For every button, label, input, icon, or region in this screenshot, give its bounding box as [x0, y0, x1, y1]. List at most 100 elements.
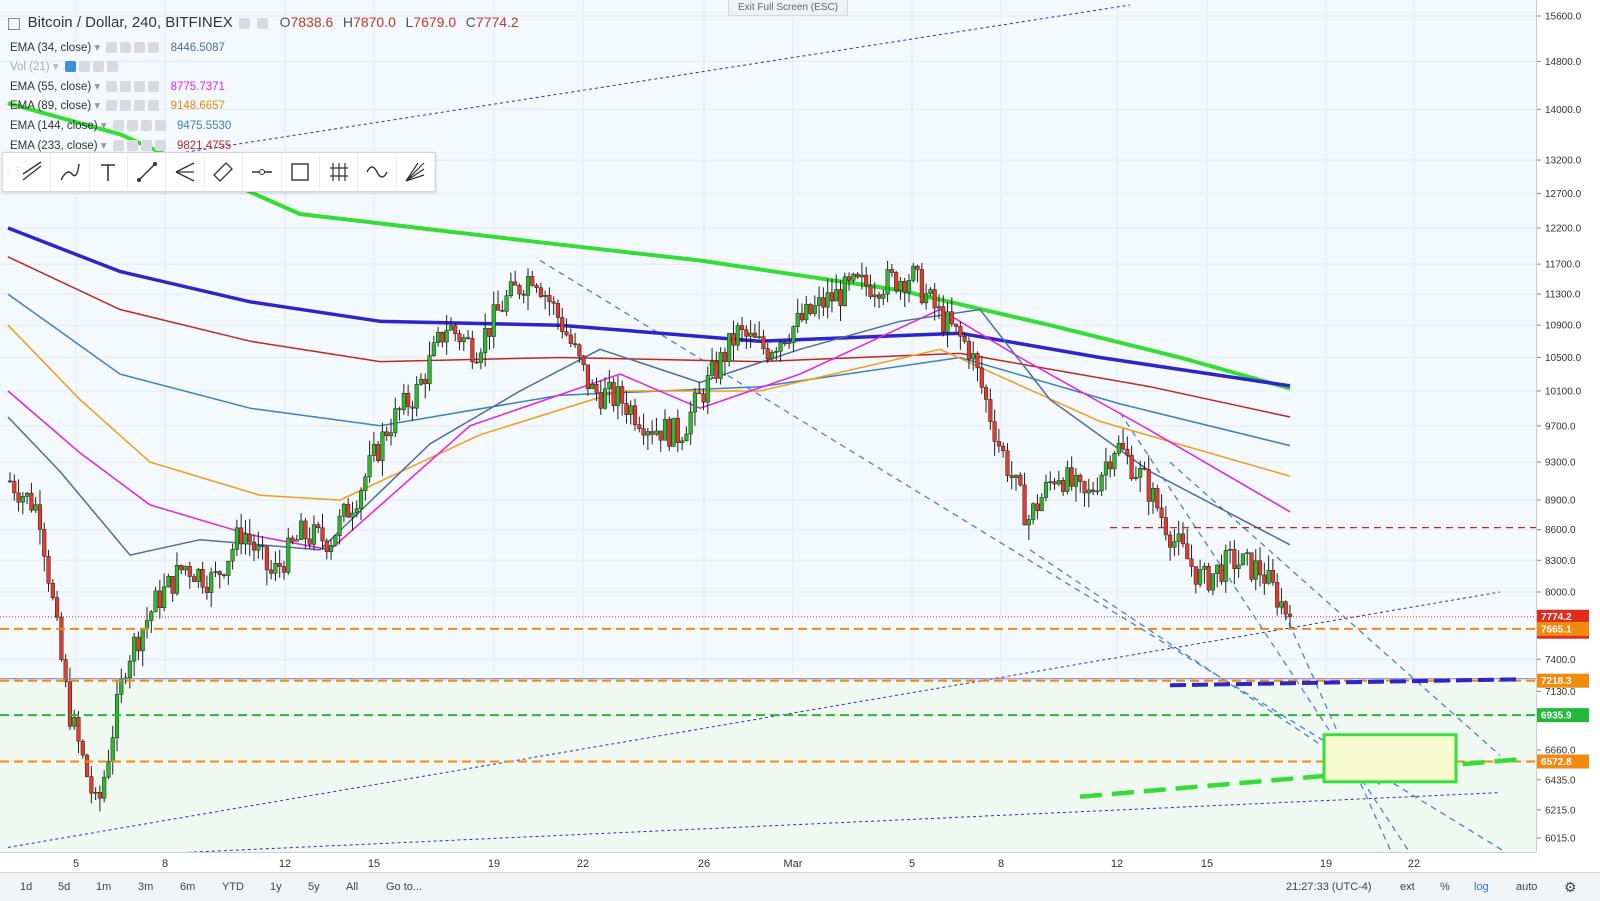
chevron-down-icon[interactable]: ▾ [52, 61, 59, 73]
close-icon[interactable] [148, 100, 160, 112]
log-toggle[interactable]: log [1474, 881, 1489, 893]
eye-icon[interactable] [106, 42, 118, 54]
chart-area[interactable] [0, 0, 1536, 862]
goto-button[interactable]: Go to... [386, 881, 423, 893]
price-scale[interactable]: 15600.0 14800.0 14000.0 13200.0 12700.0 12200… [1536, 0, 1600, 852]
candle-body [76, 717, 81, 742]
candle-body [1043, 481, 1049, 498]
candle-body [752, 332, 757, 338]
settings-icon[interactable] [256, 18, 268, 30]
auto-toggle[interactable]: auto [1516, 881, 1538, 893]
eye-icon[interactable] [112, 120, 124, 132]
indicator-vol[interactable]: Vol (21) ▾ [10, 59, 118, 73]
indicator-ema34[interactable]: EMA (34, close) ▾ 8446.5087 [10, 40, 225, 54]
candle-body [1210, 573, 1215, 591]
collapse-icon[interactable] [8, 17, 20, 30]
candle-body [979, 367, 984, 388]
close-icon[interactable] [148, 42, 160, 54]
close-icon[interactable] [148, 81, 160, 93]
drag-handle-icon[interactable]: ⋮⋮ [3, 166, 23, 177]
price-badge [1537, 609, 1589, 624]
brush-icon[interactable] [51, 153, 90, 191]
chevron-down-icon[interactable]: ▾ [94, 42, 101, 54]
plus-icon[interactable] [140, 120, 152, 132]
candle-body [748, 332, 753, 337]
gear-icon[interactable]: ⚙ [1564, 879, 1577, 895]
candle-body [290, 537, 295, 542]
plus-icon[interactable] [134, 100, 146, 112]
time-tick-label: 15 [368, 858, 380, 870]
indicator-ema233[interactable]: EMA (233, close) ▾ 9821.4755 [10, 138, 231, 152]
fib-icon[interactable] [320, 153, 359, 191]
pitchfork-icon[interactable] [166, 153, 205, 191]
chevron-down-icon[interactable]: ▾ [94, 81, 101, 93]
candle-body [1108, 461, 1113, 470]
trend-line-icon[interactable] [13, 153, 52, 191]
settings-icon[interactable] [120, 100, 132, 112]
candle-body [1052, 481, 1057, 485]
range-1y[interactable]: 1y [270, 881, 282, 893]
settings-icon[interactable] [120, 81, 132, 93]
indicator-ema89[interactable]: EMA (89, close) ▾ 9148.6657 [10, 98, 225, 112]
indicator-value: 8775.7371 [170, 81, 225, 93]
chevron-down-icon[interactable]: ▾ [100, 120, 107, 132]
price-tick-label: 12200.0 [1545, 224, 1582, 235]
box-icon[interactable] [282, 153, 320, 191]
plus-icon[interactable] [134, 81, 146, 93]
ray-icon[interactable] [243, 153, 282, 191]
close-icon[interactable] [106, 61, 118, 73]
range-ytd[interactable]: YTD [222, 881, 244, 893]
rectangle-pattern-icon[interactable] [205, 153, 244, 191]
candle-body [675, 417, 680, 443]
candle-body [436, 332, 441, 343]
eye-icon[interactable] [106, 100, 118, 112]
close-icon[interactable] [154, 120, 166, 132]
chevron-down-icon[interactable]: ▾ [94, 100, 101, 112]
candle-body [294, 539, 299, 542]
candle-body [384, 431, 389, 437]
indicator-ema144[interactable]: EMA (144, close) ▾ 9475.5530 [10, 118, 231, 132]
plus-icon[interactable] [140, 140, 152, 152]
settings-icon[interactable] [120, 42, 132, 54]
candle-body [230, 549, 235, 562]
price-chart[interactable] [0, 0, 1536, 862]
close-icon[interactable] [154, 140, 166, 152]
fan-icon[interactable] [397, 153, 435, 191]
plus-icon[interactable] [92, 61, 104, 73]
ohlc-low: 7679.0 [413, 14, 457, 30]
settings-icon[interactable] [78, 61, 90, 73]
candle-body [508, 281, 513, 296]
settings-icon[interactable] [126, 140, 138, 152]
eye-icon[interactable] [106, 81, 118, 93]
range-6m[interactable]: 6m [180, 881, 196, 893]
line-icon[interactable] [128, 153, 167, 191]
candle-body [1142, 467, 1147, 470]
plus-icon[interactable] [134, 42, 146, 54]
range-5y[interactable]: 5y [308, 881, 320, 893]
candle-body [603, 388, 608, 409]
eye-icon[interactable] [112, 140, 124, 152]
percent-toggle[interactable]: % [1440, 881, 1450, 893]
time-axis[interactable]: 5 8 12 15 19 22 26 Mar 5 8 12 15 19 22 [0, 852, 1536, 873]
eye-icon[interactable] [239, 18, 251, 30]
ext-toggle[interactable]: ext [1400, 881, 1415, 893]
exit-fullscreen-button[interactable]: Exit Full Screen (ESC) [728, 0, 848, 16]
wave-icon[interactable] [358, 153, 397, 191]
range-5d[interactable]: 5d [58, 881, 71, 893]
ema-233-line [7, 256, 1291, 418]
candle-body [774, 350, 779, 353]
text-icon[interactable] [90, 153, 129, 191]
settings-icon[interactable] [126, 120, 138, 132]
range-all[interactable]: All [346, 881, 359, 893]
candle-body [988, 399, 993, 422]
candle-body [821, 297, 826, 308]
candle-body [1095, 490, 1100, 493]
range-1d[interactable]: 1d [20, 881, 33, 893]
candle-body [684, 433, 689, 442]
indicator-value: 9475.5530 [176, 120, 232, 132]
indicator-ema55[interactable]: EMA (55, close) ▾ 8775.7371 [10, 79, 225, 93]
range-1m[interactable]: 1m [96, 881, 112, 893]
chevron-down-icon[interactable]: ▾ [100, 140, 107, 152]
eye-off-icon[interactable] [64, 61, 76, 73]
range-3m[interactable]: 3m [138, 881, 154, 893]
